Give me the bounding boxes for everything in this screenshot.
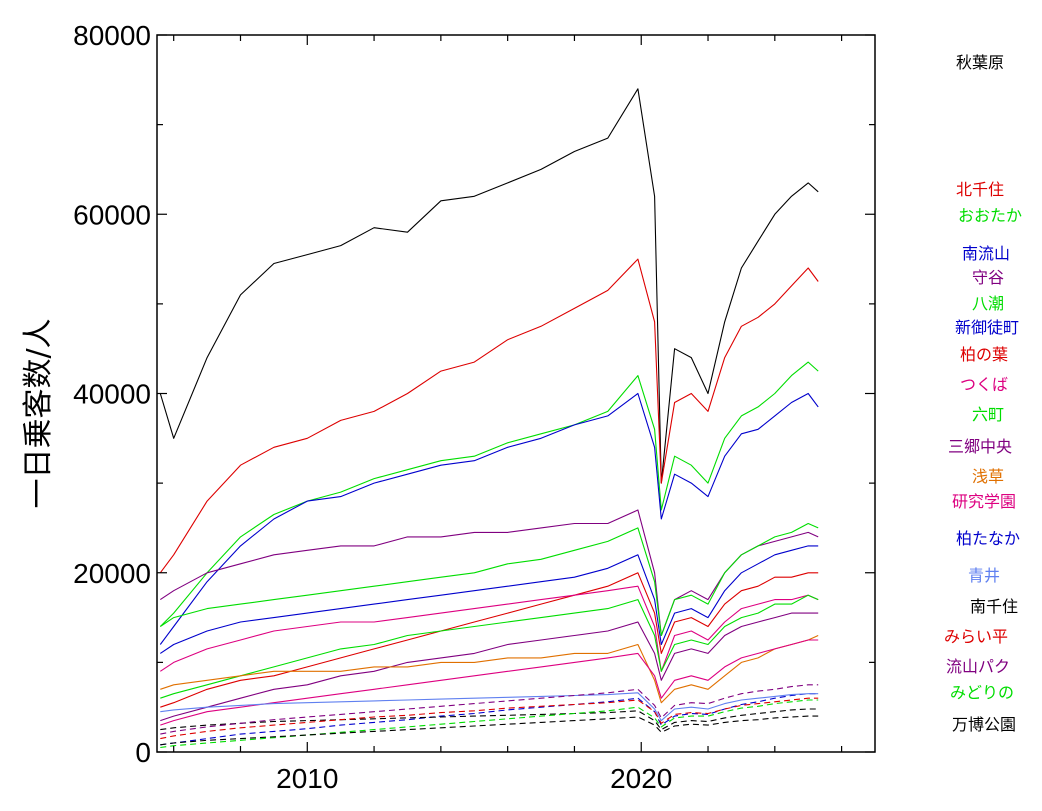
y-tick-label: 20000	[73, 558, 151, 589]
legend: 秋葉原北千住おおたか南流山守谷八潮新御徒町柏の葉つくば六町三郷中央浅草研究学園柏…	[944, 53, 1022, 734]
legend-label-3: おおたか	[958, 206, 1022, 225]
series-line-16	[160, 708, 819, 731]
series-line-19	[160, 699, 819, 749]
y-tick-label: 60000	[73, 199, 151, 230]
series-line-3	[159, 361, 819, 627]
legend-label-8: 柏の葉	[960, 345, 1008, 364]
legend-label-12: 浅草	[972, 467, 1004, 486]
series-line-12	[160, 634, 819, 704]
x-tick-label: 2010	[276, 763, 338, 794]
legend-label-2: 北千住	[956, 180, 1004, 199]
series-line-18	[160, 684, 819, 735]
legend-label-19: みどりの	[950, 683, 1014, 702]
legend-label-15: 青井	[968, 566, 1000, 585]
legend-label-11: 三郷中央	[948, 437, 1012, 456]
series-line-11	[160, 612, 819, 722]
series-line-4	[159, 392, 819, 645]
legend-label-7: 新御徒町	[955, 318, 1019, 337]
legend-label-9: つくば	[960, 375, 1008, 394]
legend-label-4: 南流山	[962, 244, 1010, 263]
y-axis-label: 一日乗客数/人	[21, 318, 56, 508]
series-line-7	[159, 545, 819, 654]
series-line-1	[159, 88, 819, 484]
series-line-5	[159, 509, 819, 637]
series-line-14	[160, 693, 819, 746]
series-line-6	[159, 522, 819, 637]
axes: 0 20000 40000 60000 80000 2010 2020	[73, 20, 875, 794]
legend-label-17: みらい平	[944, 627, 1008, 646]
series-line-9	[159, 585, 819, 672]
series-line-2	[159, 258, 819, 574]
legend-label-16: 南千住	[970, 597, 1018, 616]
legend-label-10: 六町	[972, 405, 1004, 424]
series-line-17	[160, 697, 819, 740]
legend-label-14: 柏たなか	[956, 529, 1020, 548]
series-line-15	[160, 692, 819, 722]
legend-label-18: 流山パク	[946, 657, 1010, 676]
legend-label-5: 守谷	[972, 268, 1004, 287]
y-tick-label: 0	[135, 737, 151, 768]
plot-frame	[156, 34, 876, 753]
legend-label-13: 研究学園	[952, 492, 1016, 511]
legend-label-1: 秋葉原	[956, 53, 1004, 72]
y-tick-label: 40000	[73, 379, 151, 410]
series-line-20	[160, 715, 819, 746]
legend-label-20: 万博公園	[952, 715, 1016, 734]
x-tick-label: 2020	[610, 763, 672, 794]
legend-label-6: 八潮	[972, 294, 1004, 313]
series-line-13	[160, 639, 819, 726]
series-lines	[159, 88, 819, 749]
y-tick-label: 80000	[73, 20, 151, 51]
series-line-10	[160, 594, 819, 699]
series-line-8	[160, 572, 819, 708]
